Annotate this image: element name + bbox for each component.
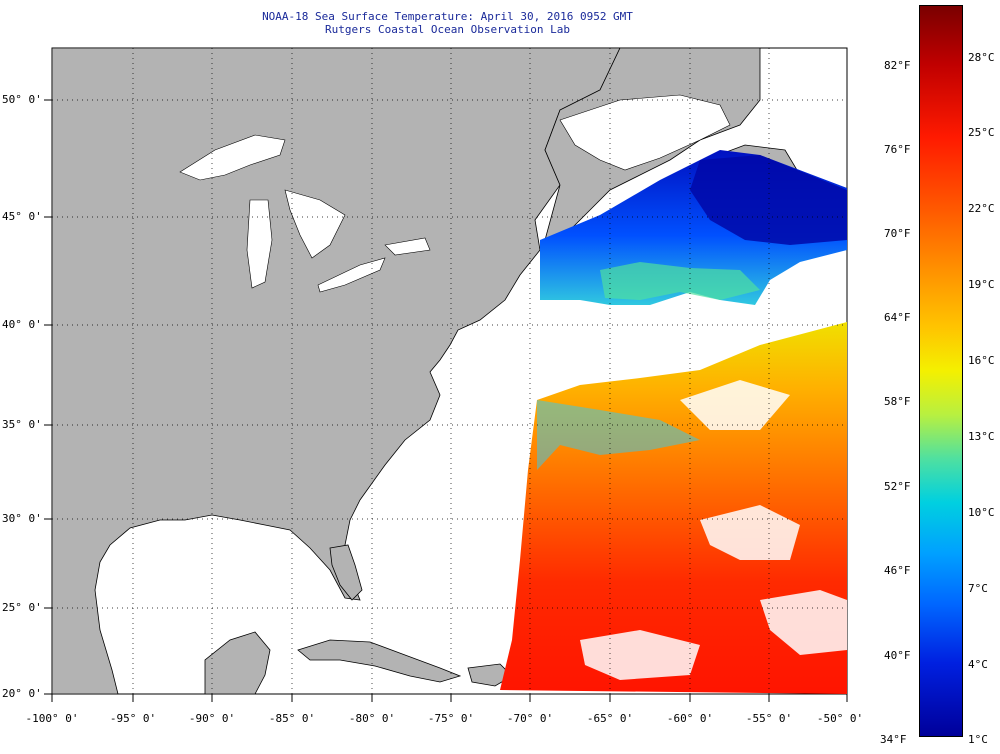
lon-label-70: -70° 0' <box>506 712 554 725</box>
lon-label-65: -65° 0' <box>586 712 634 725</box>
land-north-america <box>51 47 621 695</box>
colorbar-c-16: 16°C <box>968 354 995 367</box>
land-florida <box>329 544 363 601</box>
lat-label-20: 20° 0' <box>2 687 42 700</box>
lon-label-95: -95° 0' <box>109 712 157 725</box>
colorbar-c-19: 19°C <box>968 278 995 291</box>
colorbar-f-34: 34°F <box>880 733 907 746</box>
land-yucatan <box>204 631 271 695</box>
lake-huron <box>284 189 346 259</box>
lon-label-100: -100° 0' <box>25 712 79 725</box>
lat-label-40: 40° 0' <box>2 318 42 331</box>
colorbar-f-76: 76°F <box>884 143 911 156</box>
colorbar-f-58: 58°F <box>884 395 911 408</box>
colorbar-c-28: 28°C <box>968 51 995 64</box>
lon-label-55: -55° 0' <box>745 712 793 725</box>
colorbar-f-82: 82°F <box>884 59 911 72</box>
colorbar-c-4: 4°C <box>968 658 988 671</box>
lake-michigan <box>246 199 273 289</box>
lon-label-60: -60° 0' <box>666 712 714 725</box>
lon-label-80: -80° 0' <box>348 712 396 725</box>
lake-ontario <box>384 237 431 256</box>
lon-label-90: -90° 0' <box>188 712 236 725</box>
colorbar-c-25: 25°C <box>968 126 995 139</box>
sst-swath-north-deep <box>690 155 847 245</box>
colorbar-c-10: 10°C <box>968 506 995 519</box>
lat-label-35: 35° 0' <box>2 418 42 431</box>
sst-map <box>44 47 848 702</box>
lat-label-25: 25° 0' <box>2 601 42 614</box>
colorbar-f-52: 52°F <box>884 480 911 493</box>
lat-label-30: 30° 0' <box>2 512 42 525</box>
sst-swath-south-cool <box>537 400 700 470</box>
sst-cloud-3 <box>760 590 847 655</box>
lon-label-75: -75° 0' <box>427 712 475 725</box>
land-cuba <box>297 639 462 683</box>
colorbar-f-70: 70°F <box>884 227 911 240</box>
sst-cloud-4 <box>680 380 790 430</box>
sst-swath-north-green <box>600 262 760 300</box>
colorbar-c-1: 1°C <box>968 733 988 746</box>
lat-label-50: 50° 0' <box>2 93 42 106</box>
map-subtitle: Rutgers Coastal Ocean Observation Lab <box>324 23 571 36</box>
lon-label-85: -85° 0' <box>268 712 316 725</box>
map-title: NOAA-18 Sea Surface Temperature: April 3… <box>262 10 633 23</box>
axis-ticks <box>44 99 848 702</box>
colorbar-c-22: 22°C <box>968 202 995 215</box>
gulf-st-lawrence <box>559 94 731 171</box>
colorbar-c-13: 13°C <box>968 430 995 443</box>
sst-cloud-1 <box>700 505 800 560</box>
temperature-colorbar <box>919 5 963 737</box>
sst-cloud-2 <box>580 630 700 680</box>
colorbar-f-64: 64°F <box>884 311 911 324</box>
lake-erie <box>317 257 386 293</box>
lake-superior <box>179 134 286 181</box>
colorbar-f-46: 46°F <box>884 564 911 577</box>
colorbar-f-40: 40°F <box>884 649 911 662</box>
lat-label-45: 45° 0' <box>2 210 42 223</box>
lon-label-50: -50° 0' <box>816 712 864 725</box>
colorbar-c-7: 7°C <box>968 582 988 595</box>
